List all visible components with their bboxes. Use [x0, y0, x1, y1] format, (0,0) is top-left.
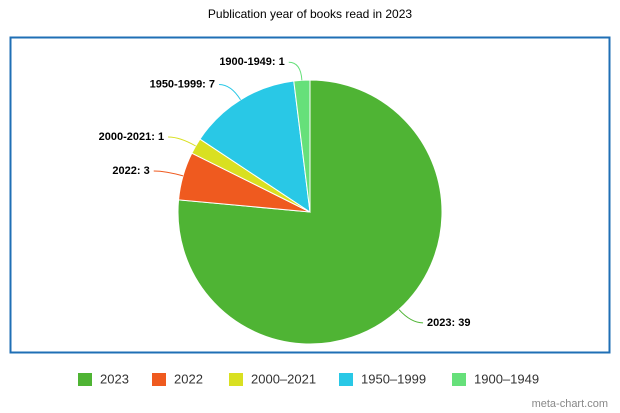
- pie-slice: [293, 79, 311, 213]
- legend-label: 1950–1999: [361, 371, 426, 386]
- legend-swatch: [78, 373, 92, 386]
- leader-line: [398, 309, 424, 324]
- chart-title: Publication year of books read in 2023: [208, 7, 412, 21]
- legend-swatch: [229, 373, 243, 386]
- legend-swatch: [452, 373, 466, 386]
- leader-line: [288, 61, 303, 81]
- data-label: 1950-1999: 7: [150, 78, 215, 90]
- data-label: 1900-1949: 1: [219, 56, 284, 68]
- legend-label: 2023: [100, 371, 129, 386]
- footer: meta-chart.com: [532, 398, 608, 410]
- legend-swatch: [339, 373, 353, 386]
- legend-label: 2022: [174, 371, 203, 386]
- leader-line: [219, 83, 241, 101]
- leader-line: [153, 170, 184, 177]
- plot-frame: [9, 36, 611, 354]
- data-label: 2023: 39: [427, 317, 470, 329]
- legend-label: 2000–2021: [251, 371, 316, 386]
- data-label: 2000-2021: 1: [99, 131, 164, 143]
- data-label: 2022: 3: [112, 165, 149, 177]
- legend-label: 1900–1949: [474, 371, 539, 386]
- legend-swatch: [152, 373, 166, 386]
- leader-line: [168, 136, 196, 147]
